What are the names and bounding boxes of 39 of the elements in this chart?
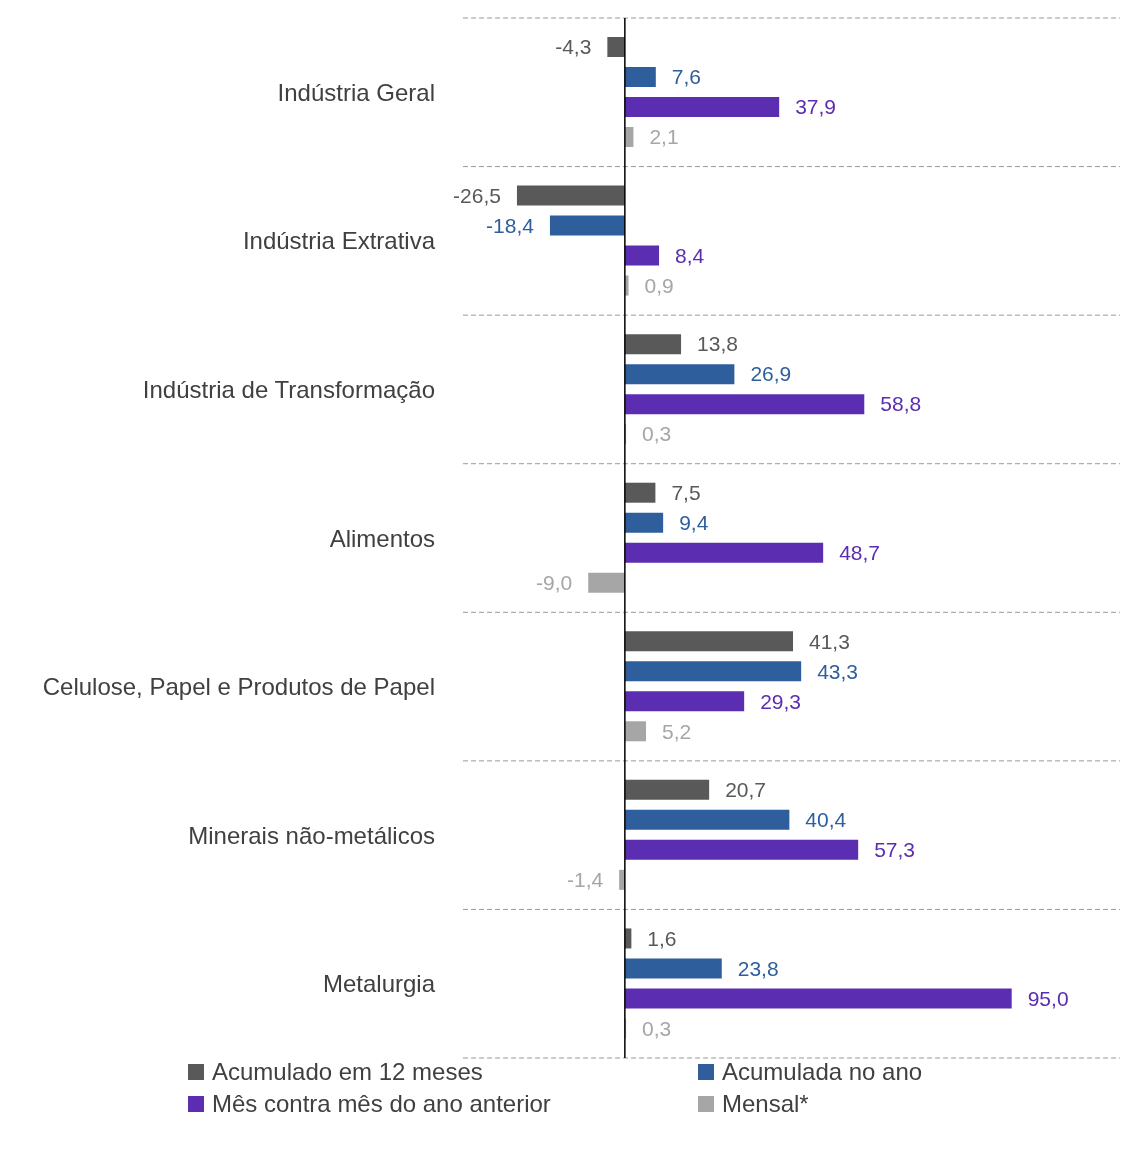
data-label: 23,8	[737, 956, 779, 980]
data-label: 20,7	[725, 778, 767, 802]
data-label: -9,0	[536, 571, 573, 595]
data-label: 95,0	[1027, 986, 1069, 1010]
y-tick-label: Minerais não-metálicos	[188, 821, 435, 849]
y-tick-label: Celulose, Papel e Produtos de Papel	[42, 673, 435, 701]
y-tick-label: Alimentos	[329, 524, 435, 552]
data-label: 41,3	[809, 629, 850, 653]
legend-label: Acumulado em 12 meses	[212, 1058, 483, 1086]
data-label: 9,4	[679, 511, 709, 535]
data-label: 26,9	[750, 362, 792, 386]
data-label: -1,4	[566, 868, 604, 892]
legend-label: Mês contra mês do ano anterior	[212, 1090, 551, 1118]
data-label: 7,5	[671, 481, 701, 505]
data-label: -4,3	[555, 35, 592, 59]
y-tick-label: Indústria de Transformação	[142, 375, 435, 403]
data-label: 0,9	[644, 273, 674, 297]
data-label: 29,3	[760, 689, 802, 713]
data-label: 2,1	[649, 125, 679, 149]
data-label: 48,7	[839, 541, 881, 565]
data-label: -18,4	[486, 213, 535, 237]
data-label: 43,3	[817, 659, 859, 683]
data-label: 8,4	[675, 243, 705, 267]
data-label: 1,6	[647, 926, 677, 950]
y-tick-label: Metalurgia	[322, 970, 436, 998]
data-label: 0,3	[642, 1016, 672, 1040]
y-tick-label: Indústria Extrativa	[242, 227, 436, 255]
data-label: 58,8	[880, 392, 922, 416]
y-tick-label: Indústria Geral	[277, 78, 435, 106]
data-label: 13,8	[697, 332, 738, 356]
data-label: 37,9	[795, 95, 837, 119]
data-label: 7,6	[671, 65, 702, 89]
data-label: 5,2	[662, 719, 692, 743]
data-label: 0,3	[642, 422, 672, 446]
data-label: -26,5	[453, 183, 501, 207]
data-label: 57,3	[874, 838, 916, 862]
legend-label: Mensal*	[722, 1090, 809, 1118]
legend-label: Acumulada no ano	[722, 1058, 923, 1086]
data-label: 40,4	[805, 808, 847, 832]
